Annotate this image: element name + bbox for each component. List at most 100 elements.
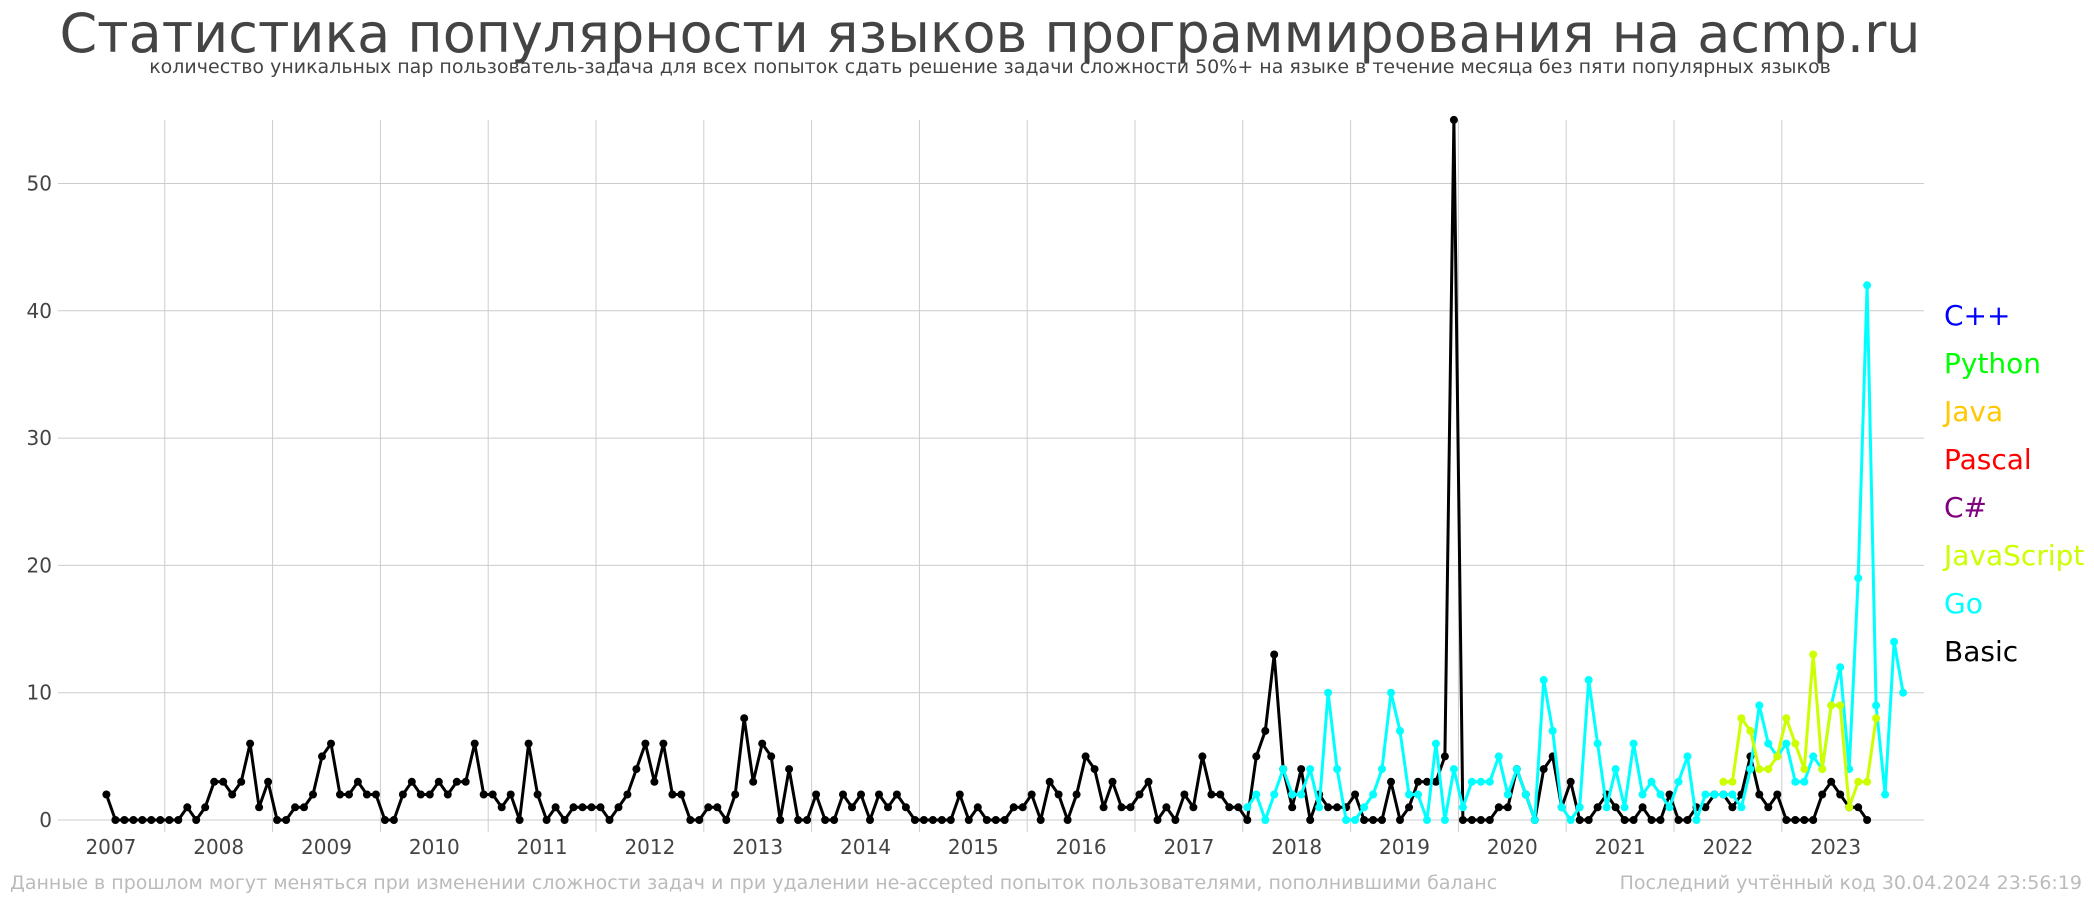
x-tick-label: 2009: [301, 835, 352, 859]
data-point: [1719, 790, 1728, 799]
data-point: [982, 816, 991, 824]
data-point: [1369, 816, 1378, 824]
data-point: [398, 790, 407, 799]
data-point: [803, 816, 812, 824]
data-point: [1557, 803, 1566, 812]
data-point: [1216, 790, 1225, 799]
data-point: [1665, 790, 1674, 799]
data-point: [919, 816, 928, 824]
data-point: [1360, 816, 1369, 824]
data-point: [1764, 739, 1773, 748]
data-point: [1683, 752, 1692, 761]
data-point: [605, 816, 614, 824]
data-point: [111, 816, 120, 824]
data-point: [1423, 816, 1431, 824]
data-point: [1036, 816, 1045, 824]
data-point: [1423, 777, 1431, 786]
data-point: [1782, 816, 1791, 824]
data-point: [1045, 777, 1054, 786]
data-point: [1225, 803, 1234, 812]
data-point: [1270, 790, 1279, 799]
data-point: [839, 790, 847, 799]
data-point: [1252, 790, 1261, 799]
data-point: [1297, 765, 1306, 774]
data-point: [551, 803, 560, 812]
x-tick-label: 2020: [1487, 835, 1538, 859]
data-point: [1809, 752, 1818, 761]
data-point: [1566, 816, 1575, 824]
data-point: [1638, 790, 1647, 799]
data-point: [686, 816, 695, 824]
data-point: [1791, 777, 1800, 786]
y-tick-label: 20: [27, 553, 52, 577]
chart-subtitle: количество уникальных пар пользователь-з…: [149, 56, 1831, 78]
data-point: [1692, 816, 1701, 824]
data-point: [1171, 816, 1180, 824]
data-point: [1018, 803, 1027, 812]
legend-entry-java: Java: [1942, 395, 2003, 428]
data-point: [1297, 790, 1306, 799]
data-point: [1773, 752, 1782, 761]
data-point: [1854, 777, 1863, 786]
data-point: [821, 816, 830, 824]
data-point: [1881, 790, 1890, 799]
y-tick-label: 30: [27, 426, 52, 450]
data-point: [1611, 803, 1620, 812]
data-point: [1144, 777, 1153, 786]
chart-title: Статистика популярности языков программи…: [59, 2, 1921, 65]
data-point: [327, 739, 335, 748]
data-point: [1494, 752, 1503, 761]
data-point: [1306, 816, 1315, 824]
data-point: [1440, 816, 1449, 824]
data-point: [1800, 765, 1809, 774]
x-tick-label: 2011: [517, 835, 568, 859]
data-point: [1566, 777, 1575, 786]
data-point: [1306, 765, 1315, 774]
data-point: [309, 790, 317, 799]
data-point: [1207, 790, 1216, 799]
data-point: [1629, 739, 1638, 748]
data-point: [1000, 816, 1009, 824]
data-point: [1378, 816, 1386, 824]
data-point: [1324, 803, 1333, 812]
data-point: [1584, 676, 1593, 684]
data-point: [192, 816, 201, 824]
data-point: [1872, 701, 1881, 710]
data-point: [1414, 790, 1422, 799]
data-point: [1485, 816, 1494, 824]
data-point: [776, 816, 785, 824]
data-point: [362, 790, 371, 799]
data-point: [632, 765, 641, 774]
data-point: [210, 777, 219, 786]
x-tick-label: 2018: [1271, 835, 1322, 859]
x-tick-label: 2014: [840, 835, 891, 859]
data-point: [901, 803, 910, 812]
data-point: [542, 816, 551, 824]
series-basic-group: [102, 115, 1872, 824]
data-point: [1117, 803, 1126, 812]
data-point: [955, 790, 964, 799]
data-point: [524, 739, 533, 748]
data-point: [219, 777, 228, 786]
data-point: [470, 739, 479, 748]
data-point: [1387, 688, 1395, 697]
data-point: [1728, 777, 1737, 786]
data-point: [1827, 777, 1836, 786]
series-javascript-group: [1719, 650, 1881, 812]
data-point: [1638, 803, 1647, 812]
data-point: [371, 790, 380, 799]
data-point: [1405, 790, 1413, 799]
footer-note: Данные в прошлом могут меняться при изме…: [10, 872, 1498, 894]
data-point: [201, 803, 210, 812]
data-point: [1674, 816, 1683, 824]
data-point: [1315, 803, 1324, 812]
data-point: [425, 790, 434, 799]
data-point: [389, 816, 398, 824]
data-point: [875, 790, 883, 799]
data-point: [1431, 777, 1440, 786]
series-line-go: [1246, 283, 1905, 822]
x-tick-label: 2021: [1595, 835, 1646, 859]
data-point: [1342, 816, 1351, 824]
data-point: [1054, 790, 1063, 799]
data-point: [892, 790, 901, 799]
